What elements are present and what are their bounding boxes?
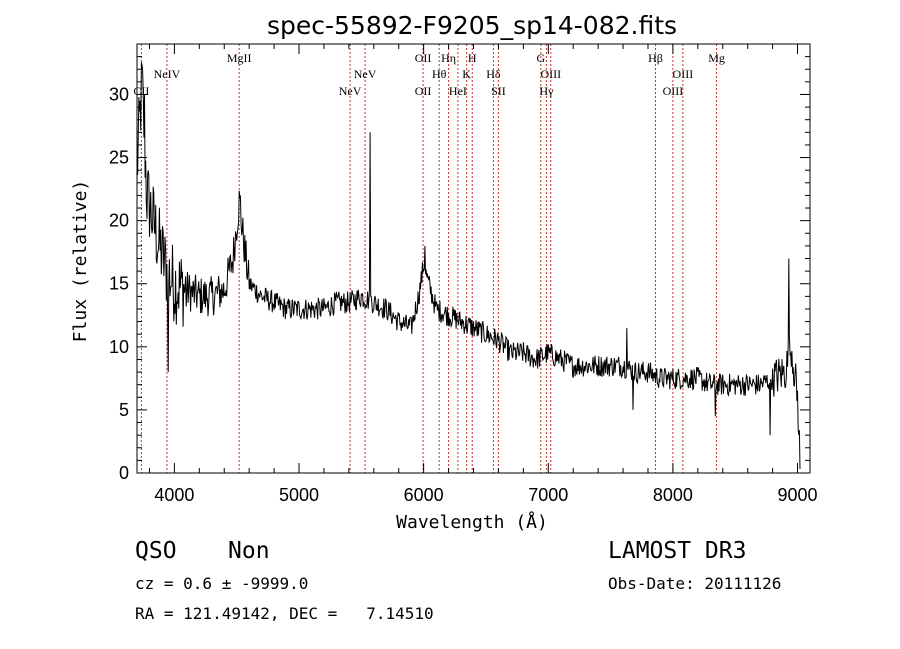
emission-line-label: OIII	[540, 67, 561, 81]
x-tick-label: 7000	[528, 485, 568, 505]
emission-line-label: G	[536, 51, 545, 65]
emission-line-label: NeIV	[154, 67, 181, 81]
emission-line-label: Mg	[708, 51, 725, 65]
y-tick-label: 5	[119, 400, 129, 420]
emission-line-label: OIII	[663, 84, 684, 98]
object-class: QSO	[135, 538, 177, 564]
emission-line-label: OIII	[673, 67, 694, 81]
y-tick-label: 20	[109, 211, 129, 231]
plot-frame	[136, 43, 811, 474]
y-tick-label: 15	[109, 274, 129, 294]
obs-date: Obs-Date: 20111126	[608, 574, 782, 593]
emission-line-label: MgII	[227, 51, 252, 65]
emission-line-label: H	[468, 51, 477, 65]
ra-dec: RA = 121.49142, DEC = 7.14510	[135, 604, 434, 623]
x-tick-label: 8000	[653, 485, 693, 505]
axis-ticks: 4000 5000 6000 7000 8000 9000 0 5 10 15 20 25 30	[109, 44, 818, 505]
emission-line-label: Hη	[441, 51, 456, 65]
x-axis-label: Wavelength (Å)	[396, 511, 548, 533]
y-axis-label: Flux (relative)	[70, 180, 91, 343]
object-subclass: Non	[228, 538, 270, 564]
x-tick-label: 9000	[778, 485, 818, 505]
emission-line-label: OII	[415, 84, 432, 98]
flux-series	[136, 61, 801, 470]
y-tick-label: 30	[109, 84, 129, 104]
y-tick-label: 0	[119, 463, 129, 483]
y-tick-label: 10	[109, 337, 129, 357]
flux-line	[136, 61, 801, 470]
emission-line-label: Hδ	[486, 67, 501, 81]
emission-line-label: NeV	[354, 67, 377, 81]
chart-title: spec-55892-F9205_sp14-082.fits	[267, 11, 677, 40]
emission-line-label: SII	[491, 84, 506, 98]
x-tick-label: 5000	[279, 485, 319, 505]
emission-line-label: NeV	[339, 84, 362, 98]
cz-value: cz = 0.6 ± -9999.0	[135, 574, 309, 593]
emission-line-markers: CIINeIVMgIINeVNeVOIIOIIHθHηHeIKHHδSIIGOI…	[133, 44, 725, 473]
emission-line-label: Hγ	[539, 84, 554, 98]
y-tick-label: 25	[109, 148, 129, 168]
survey-name: LAMOST DR3	[608, 538, 747, 564]
x-tick-label: 4000	[154, 485, 194, 505]
emission-line-label: HeI	[449, 84, 467, 98]
emission-line-label: Hβ	[648, 51, 663, 65]
x-tick-label: 6000	[404, 485, 444, 505]
emission-line-label: K	[462, 67, 471, 81]
emission-line-label: Hθ	[432, 67, 447, 81]
